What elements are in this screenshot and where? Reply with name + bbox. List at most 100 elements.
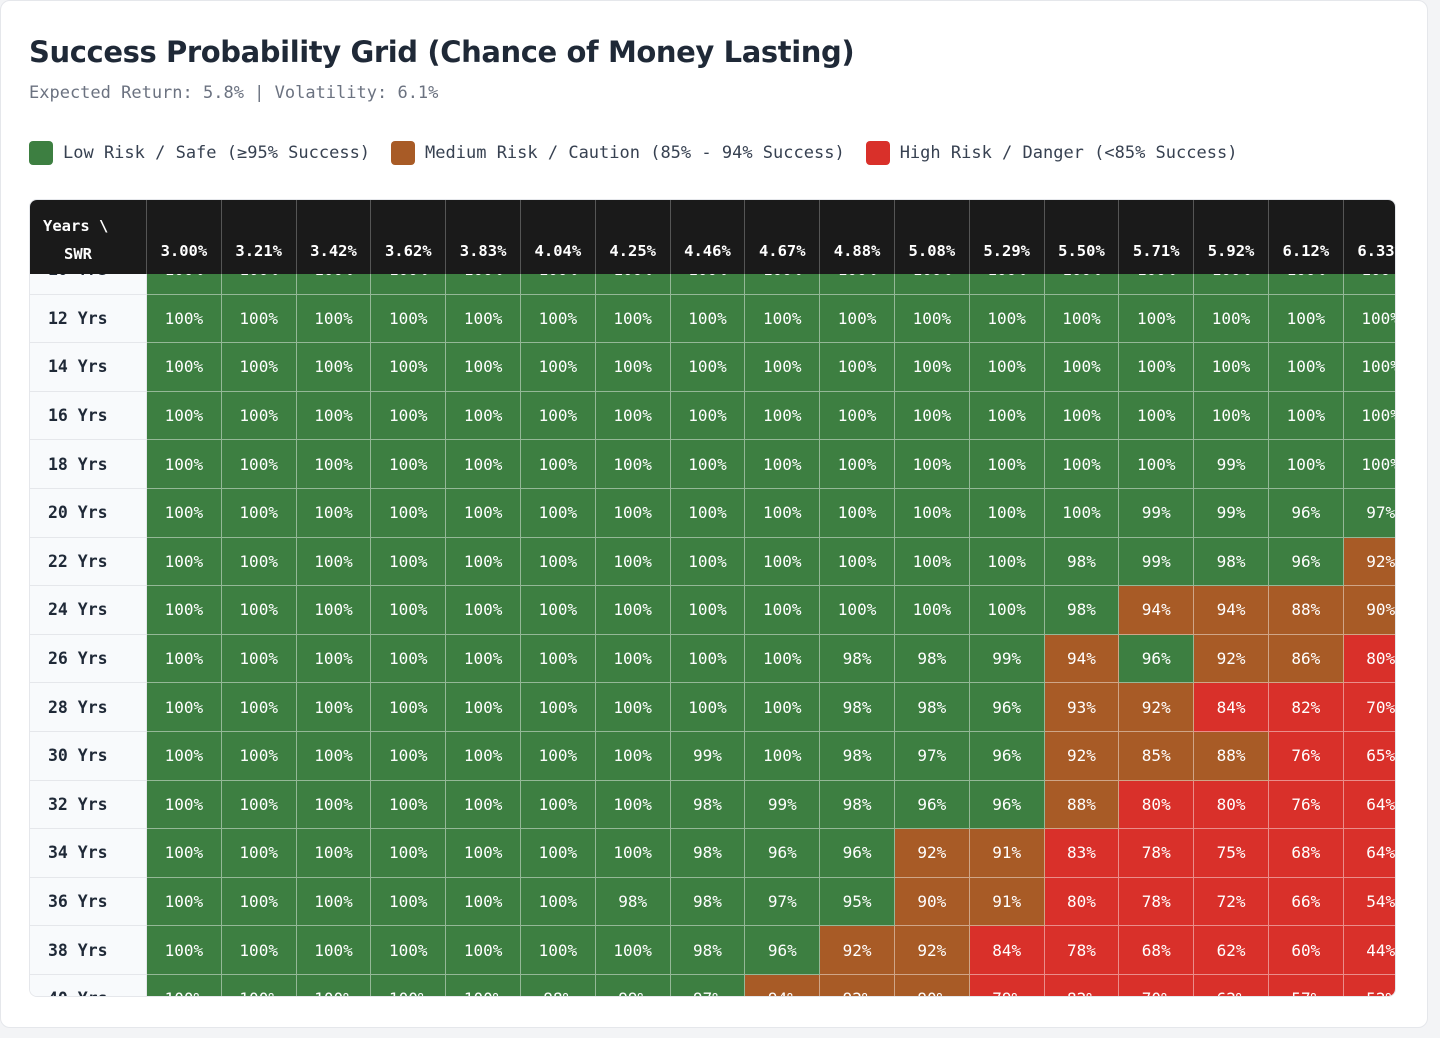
grid-row: 28 Yrs 100% 100% 100% 100% 100% 100% 100% 100% 10… (30, 683, 1395, 732)
row-label-years: 14 Yrs (30, 343, 147, 392)
probability-cell: 100% (520, 683, 596, 732)
grid-row: 34 Yrs 100% 100% 100% 100% 100% 100% 100% 98% 96%… (30, 829, 1395, 878)
probability-cell: 100% (446, 294, 521, 344)
probability-cell: 44% (1343, 926, 1395, 975)
probability-cell: 100% (969, 440, 1045, 489)
probability-cell: 100% (446, 877, 521, 927)
probability-cell: 100% (221, 634, 297, 684)
row-label-years: 26 Yrs (30, 634, 147, 684)
probability-cell: 88% (1268, 586, 1344, 635)
legend-label-medium: Medium Risk / Caution (85% - 94% Success… (425, 143, 845, 163)
probability-cell: 100% (595, 731, 671, 781)
probability-cell: 100% (1194, 294, 1269, 344)
probability-cell: 100% (520, 294, 596, 344)
probability-cell: 100% (147, 537, 222, 587)
probability-cell: 100% (595, 926, 671, 975)
probability-cell: 92% (820, 974, 895, 996)
probability-cell: 100% (221, 926, 297, 975)
probability-cell: 100% (1119, 391, 1195, 441)
probability-cell: 100% (520, 537, 596, 587)
probability-cell: 100% (371, 780, 447, 830)
probability-cell: 98% (1194, 537, 1269, 587)
probability-cell: 97% (894, 731, 970, 781)
probability-cell: 70% (1343, 683, 1395, 732)
probability-cell: 100% (446, 537, 521, 587)
probability-cell: 98% (595, 877, 671, 927)
probability-cell: 82% (1268, 683, 1344, 732)
probability-cell: 88% (1194, 731, 1269, 781)
probability-cell: 100% (969, 343, 1045, 392)
probability-cell: 100% (371, 343, 447, 392)
probability-cell: 100% (820, 586, 895, 635)
probability-cell: 100% (296, 780, 372, 830)
probability-cell: 92% (1194, 634, 1269, 684)
probability-cell: 90% (894, 974, 970, 996)
probability-cell: 97% (670, 974, 746, 996)
probability-cell: 92% (1343, 537, 1395, 587)
probability-cell: 100% (371, 926, 447, 975)
probability-cell: 100% (894, 537, 970, 587)
swr-column-header: 5.08% (895, 200, 970, 274)
probability-cell: 100% (1268, 294, 1344, 344)
probability-cell: 62% (1194, 974, 1269, 996)
probability-cell: 100% (1119, 440, 1195, 489)
probability-cell: 100% (371, 391, 447, 441)
probability-cell: 100% (296, 586, 372, 635)
row-label-years: 12 Yrs (30, 294, 147, 344)
swr-column-header: 3.21% (222, 200, 297, 274)
probability-cell: 100% (1044, 294, 1120, 344)
probability-cell: 100% (520, 440, 596, 489)
probability-cell: 94% (1044, 634, 1120, 684)
probability-cell: 75% (1194, 829, 1269, 878)
corner-label-swr: SWR (64, 245, 92, 263)
probability-cell: 100% (296, 829, 372, 878)
probability-cell: 100% (894, 391, 970, 441)
probability-grid[interactable]: Years \ SWR 3.00% 3.21% 3.42% 3.62% 3.83% 4.0… (29, 199, 1396, 997)
probability-cell: 100% (595, 294, 671, 344)
probability-cell: 100% (371, 974, 447, 996)
probability-cell: 100% (820, 343, 895, 392)
probability-cell: 100% (371, 877, 447, 927)
probability-cell: 100% (296, 488, 372, 538)
swr-column-header: 3.83% (446, 200, 521, 274)
swr-column-header: 4.88% (820, 200, 895, 274)
grid-row: 32 Yrs 100% 100% 100% 100% 100% 100% 100% 98% 99%… (30, 780, 1395, 830)
grid-row: 12 Yrs 100% 100% 100% 100% 100% 100% 100% 100% 10… (30, 294, 1395, 344)
probability-cell: 100% (894, 294, 970, 344)
grid-row: 26 Yrs 100% 100% 100% 100% 100% 100% 100% 100% 10… (30, 634, 1395, 684)
swr-column-header: 5.50% (1045, 200, 1120, 274)
probability-cell: 100% (147, 974, 222, 996)
grid-row: 14 Yrs 100% 100% 100% 100% 100% 100% 100% 100% 10… (30, 343, 1395, 392)
row-label-years: 30 Yrs (30, 731, 147, 781)
probability-cell: 98% (670, 780, 746, 830)
probability-cell: 100% (221, 731, 297, 781)
probability-cell: 100% (446, 829, 521, 878)
probability-cell: 100% (446, 634, 521, 684)
legend-swatch-high (865, 141, 890, 165)
probability-cell: 100% (520, 391, 596, 441)
swr-column-header: 6.33% (1344, 200, 1395, 274)
probability-cell: 100% (221, 829, 297, 878)
probability-cell: 100% (296, 877, 372, 927)
probability-cell: 100% (595, 488, 671, 538)
probability-cell: 78% (1119, 829, 1195, 878)
probability-cell: 100% (446, 974, 521, 996)
probability-cell: 91% (969, 829, 1045, 878)
probability-cell: 94% (1119, 586, 1195, 635)
legend-item-medium: Medium Risk / Caution (85% - 94% Success… (391, 141, 845, 165)
probability-cell: 100% (147, 343, 222, 392)
probability-cell: 98% (520, 974, 596, 996)
corner-label-years: Years \ (43, 217, 109, 235)
grid-row: 18 Yrs 100% 100% 100% 100% 100% 100% 100% 100% 10… (30, 440, 1395, 489)
probability-cell: 82% (1044, 974, 1120, 996)
probability-cell: 100% (969, 586, 1045, 635)
probability-cell: 98% (894, 634, 970, 684)
probability-cell: 80% (1044, 877, 1120, 927)
probability-cell: 96% (1268, 488, 1344, 538)
probability-cell: 100% (595, 391, 671, 441)
probability-cell: 70% (1119, 974, 1195, 996)
probability-cell: 100% (894, 440, 970, 489)
probability-cell: 100% (371, 440, 447, 489)
grid-corner-header: Years \ SWR (30, 200, 147, 274)
